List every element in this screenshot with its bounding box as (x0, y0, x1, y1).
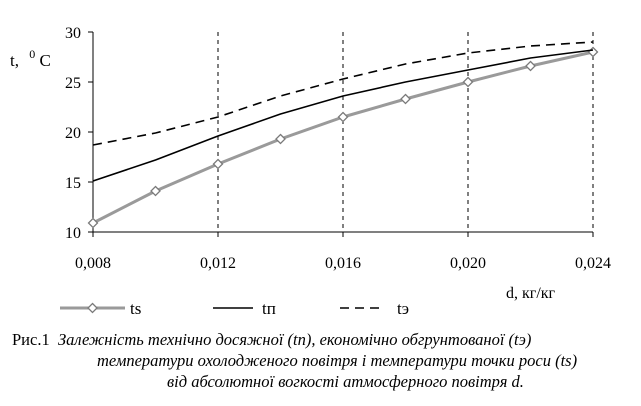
y-axis-label-text: t, (10, 51, 19, 70)
y-axis-label-sup: 0 (29, 47, 35, 61)
x-tick-label: 0,020 (450, 255, 486, 272)
series-2 (92, 41, 594, 146)
figure-caption: Рис.1 Залежність технічно досяжної (tп),… (12, 329, 632, 392)
data-point (587, 46, 599, 58)
x-tick-label: 0,008 (75, 255, 111, 272)
legend-label: tэ (397, 299, 409, 318)
series-line (92, 41, 594, 146)
x-tick-label: 0,012 (200, 255, 236, 272)
caption-text-3: від абсолютної вогкості атмосферного пов… (167, 372, 524, 391)
legend-item-0: ts (60, 299, 141, 318)
data-point (87, 217, 99, 229)
series-1 (92, 49, 594, 182)
data-point (400, 93, 411, 105)
vertical-grid (217, 32, 594, 232)
caption-prefix: Рис.1 (12, 330, 50, 349)
data-point (462, 76, 474, 88)
data-point (150, 185, 161, 197)
data-point (337, 111, 349, 123)
x-axis-label: d, кг/кг (506, 285, 556, 302)
series-group (87, 41, 599, 229)
legend-label: ts (130, 299, 141, 318)
line-chart: 10 15 20 25 30 0,008 0,012 0,016 0,020 0,024 t, 0… (10, 25, 611, 318)
legend: ts tп tэ (60, 299, 409, 318)
y-tick-label: 20 (65, 125, 81, 142)
y-tick-label: 30 (65, 25, 81, 42)
y-axis-label-unit: C (39, 51, 50, 70)
y-tick-label: 10 (65, 225, 81, 242)
tick-labels: 10 15 20 25 30 0,008 0,012 0,016 0,020 0,024 (65, 25, 611, 272)
x-tick-label: 0,024 (575, 255, 611, 272)
legend-item-1: tп (213, 299, 276, 318)
caption-text-2: температури охолодженого повітря і темпе… (97, 351, 578, 370)
legend-item-2: tэ (340, 299, 409, 318)
caption-line-3: від абсолютної вогкості атмосферного пов… (12, 371, 632, 392)
y-tick-label: 15 (65, 175, 81, 192)
y-axis-label: t, 0 C (10, 43, 51, 70)
caption-text-1: Залежність технічно досяжної (tп), еконо… (57, 330, 532, 349)
axes (88, 31, 594, 237)
y-tick-label: 25 (65, 75, 81, 92)
series-0 (87, 46, 599, 229)
data-point (275, 133, 286, 145)
data-point (525, 60, 536, 72)
legend-label: tп (262, 299, 276, 318)
caption-line-1: Рис.1 Залежність технічно досяжної (tп),… (12, 329, 632, 350)
data-point (212, 158, 224, 170)
caption-line-2: температури охолодженого повітря і темпе… (12, 350, 632, 371)
series-line (92, 49, 594, 182)
x-tick-label: 0,016 (325, 255, 361, 272)
legend-marker (87, 302, 98, 314)
